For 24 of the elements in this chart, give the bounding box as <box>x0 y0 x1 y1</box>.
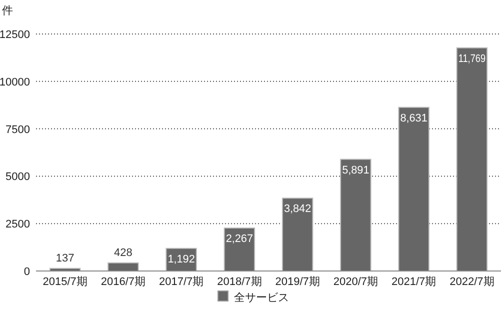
ytick: 10000 <box>0 76 30 88</box>
xtick: 2021/7期 <box>391 276 436 288</box>
data-label: 5,891 <box>342 164 370 176</box>
xtick: 2019/7期 <box>275 276 320 288</box>
xtick: 2022/7期 <box>450 276 494 288</box>
legend-label: 全サービス <box>234 292 289 304</box>
ytick: 2500 <box>6 218 30 231</box>
ytick: 0 <box>24 266 30 278</box>
ytick: 12500 <box>0 29 30 41</box>
ytick: 7500 <box>6 124 30 136</box>
data-label: 137 <box>56 252 74 264</box>
ytick: 5000 <box>6 171 30 184</box>
xtick: 2018/7期 <box>217 276 262 288</box>
xtick: 2020/7期 <box>333 276 378 288</box>
xtick: 2015/7期 <box>42 276 88 288</box>
data-label: 3,842 <box>284 203 312 216</box>
data-label: 2,267 <box>226 233 254 246</box>
data-label: 1,192 <box>168 253 196 266</box>
xtick: 2017/7期 <box>158 276 204 288</box>
xtick: 2016/7期 <box>100 276 146 288</box>
data-label: 8,631 <box>400 112 428 124</box>
data-label: 428 <box>114 246 132 259</box>
data-label: 11,769 <box>458 52 492 65</box>
ylabel: 件 <box>2 5 13 17</box>
